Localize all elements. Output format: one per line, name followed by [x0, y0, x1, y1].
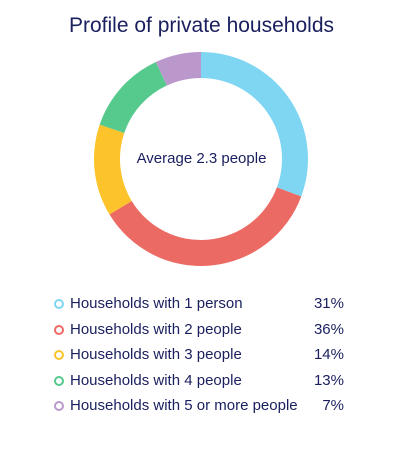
legend-label: Households with 2 people [70, 320, 242, 338]
donut-slice [201, 52, 308, 197]
legend-value: 31% [313, 295, 344, 312]
legend-marker-icon [54, 350, 64, 360]
chart-title: Profile of private households [69, 14, 334, 37]
legend-value: 7% [322, 397, 344, 414]
legend-item: Households with 4 people 13% [52, 372, 348, 398]
center-label: Average 2.3 people [136, 150, 267, 167]
legend-label: Households with 4 people [70, 371, 242, 389]
donut-slice [109, 187, 302, 267]
legend-label: Households with 3 people [70, 346, 242, 363]
legend: Households with 1 person 31% Households … [52, 295, 348, 423]
donut-slice [94, 124, 132, 215]
legend-label: Households with 5 or more people [70, 397, 298, 414]
donut-slice [99, 61, 167, 134]
legend-marker-icon [54, 324, 64, 335]
legend-marker-icon [54, 401, 64, 411]
legend-value: 13% [313, 371, 344, 389]
legend-marker-icon [54, 299, 64, 309]
legend-item: Households with 5 or more people 7% [52, 397, 348, 423]
legend-label: Households with 1 person [70, 295, 243, 312]
legend-item: Households with 3 people 14% [52, 346, 348, 372]
donut-slice [155, 52, 201, 86]
legend-value: 14% [313, 346, 344, 363]
legend-value: 36% [313, 320, 344, 338]
legend-marker-icon [54, 375, 64, 386]
legend-item: Households with 2 people 36% [52, 321, 348, 347]
legend-item: Households with 1 person 31% [52, 295, 348, 321]
